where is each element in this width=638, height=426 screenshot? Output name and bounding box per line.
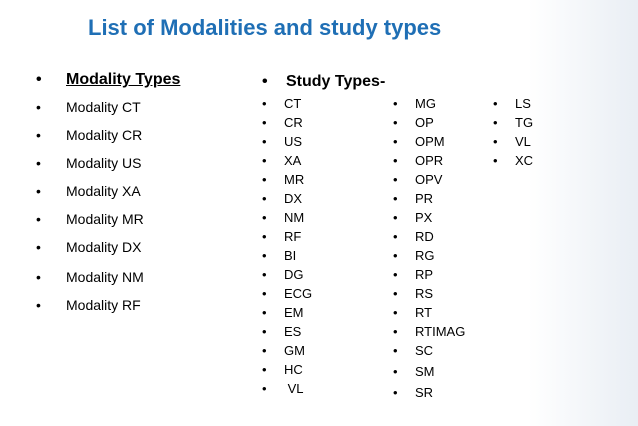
- study-type-item: GM: [262, 342, 312, 361]
- modality-item: Modality CR: [36, 125, 180, 153]
- study-type-item: OPM: [393, 133, 465, 152]
- study-type-item: RF: [262, 228, 312, 247]
- study-type-item: US: [262, 133, 312, 152]
- study-types-column-1: CT CR US XA MR DX NM RF BI DG ECG EM ES …: [262, 95, 312, 399]
- study-type-item: NM: [262, 209, 312, 228]
- study-type-item: RT: [393, 304, 465, 323]
- study-type-item: VL: [493, 133, 533, 152]
- study-type-item: PX: [393, 209, 465, 228]
- study-type-item: MG: [393, 95, 465, 114]
- study-type-item: DG: [262, 266, 312, 285]
- study-types-column-3: LS TG VL XC: [493, 95, 533, 171]
- modality-item: Modality MR: [36, 209, 180, 237]
- study-type-item: RTIMAG: [393, 323, 465, 342]
- study-type-item: SM: [393, 363, 465, 384]
- study-type-item: XC: [493, 152, 533, 171]
- modality-types-list: Modality Types Modality CT Modality CR M…: [36, 70, 180, 323]
- study-types-column-2: MG OP OPM OPR OPV PR PX RD RG RP RS RT R…: [393, 95, 465, 405]
- study-type-item: MR: [262, 171, 312, 190]
- modality-types-heading: Modality Types: [36, 70, 180, 97]
- modality-item: Modality RF: [36, 295, 180, 323]
- study-type-item: BI: [262, 247, 312, 266]
- study-type-item: CR: [262, 114, 312, 133]
- study-type-item: XA: [262, 152, 312, 171]
- study-type-item: EM: [262, 304, 312, 323]
- study-type-item: RP: [393, 266, 465, 285]
- study-type-item: OPR: [393, 152, 465, 171]
- study-type-item: SC: [393, 342, 465, 363]
- modality-item: Modality US: [36, 153, 180, 181]
- study-type-item: OP: [393, 114, 465, 133]
- study-type-item: ES: [262, 323, 312, 342]
- study-type-item: DX: [262, 190, 312, 209]
- modality-item: Modality DX: [36, 237, 180, 267]
- study-type-item: OPV: [393, 171, 465, 190]
- slide-title: List of Modalities and study types: [88, 15, 442, 40]
- study-type-item: RD: [393, 228, 465, 247]
- modality-item: Modality XA: [36, 181, 180, 209]
- study-type-item: LS: [493, 95, 533, 114]
- study-type-item: RS: [393, 285, 465, 304]
- study-type-item: SR: [393, 384, 465, 405]
- study-type-item: RG: [393, 247, 465, 266]
- study-type-item: ECG: [262, 285, 312, 304]
- modality-item: Modality CT: [36, 97, 180, 125]
- study-types-heading: Study Types-: [262, 73, 385, 91]
- study-type-item: TG: [493, 114, 533, 133]
- study-type-item: HC: [262, 361, 312, 380]
- study-type-item: CT: [262, 95, 312, 114]
- background-gradient: [528, 0, 638, 426]
- modality-item: Modality NM: [36, 267, 180, 295]
- study-type-item: VL: [262, 380, 312, 399]
- study-type-item: PR: [393, 190, 465, 209]
